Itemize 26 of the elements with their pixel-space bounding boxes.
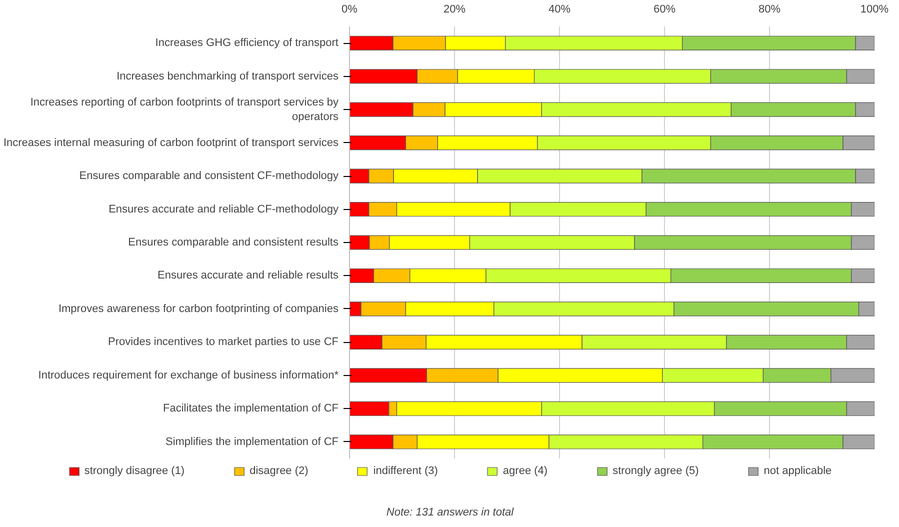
y-tick-label: Improves awareness for carbon footprinting of companies [58,302,339,315]
y-tick-label: Simplifies the implementation of CF [165,436,339,448]
x-tick-label: 80% [758,4,781,16]
y-tick-label: Increases internal measuring of carbon footprint of transport services [3,136,339,149]
legend-label: not applicable [764,465,832,477]
y-tick-label: Ensures accurate and reliable results [158,270,339,282]
legend-label: strongly disagree (1) [84,465,185,477]
y-tick-label: Facilitates the implementation of CF [163,402,339,415]
y-tick-label: Increases benchmarking of transport services [116,70,339,82]
x-tick-label: 40% [548,4,571,16]
y-tick-label: Provides incentives to market parties to use CF [108,336,339,348]
y-tick-label: Introduces requirement for exchange of business information* [38,369,340,382]
legend-label: strongly agree (5) [612,465,699,477]
text: Note: 131 answers in total [386,506,514,518]
y-tick-label: Increases GHG efficiency of transport [155,37,339,50]
y-tick-label: Ensures accurate and reliable CF-methodology [108,203,339,216]
x-tick-label: 0% [342,4,358,16]
legend-label: agree (4) [502,465,548,477]
x-tick-label: 100% [860,4,889,16]
x-tick-label: 20% [443,4,466,16]
y-tick-label: Ensures comparable and consistent CF-methodology [79,170,339,182]
legend-label: indifferent (3) [373,465,438,477]
y-tick-label: Ensures comparable and consistent results [128,236,339,248]
x-tick-label: 60% [653,4,676,16]
legend-label: disagree (2) [250,465,308,477]
y-tick-label: Increases reporting of carbon footprints of transport services by operators [30,96,339,123]
